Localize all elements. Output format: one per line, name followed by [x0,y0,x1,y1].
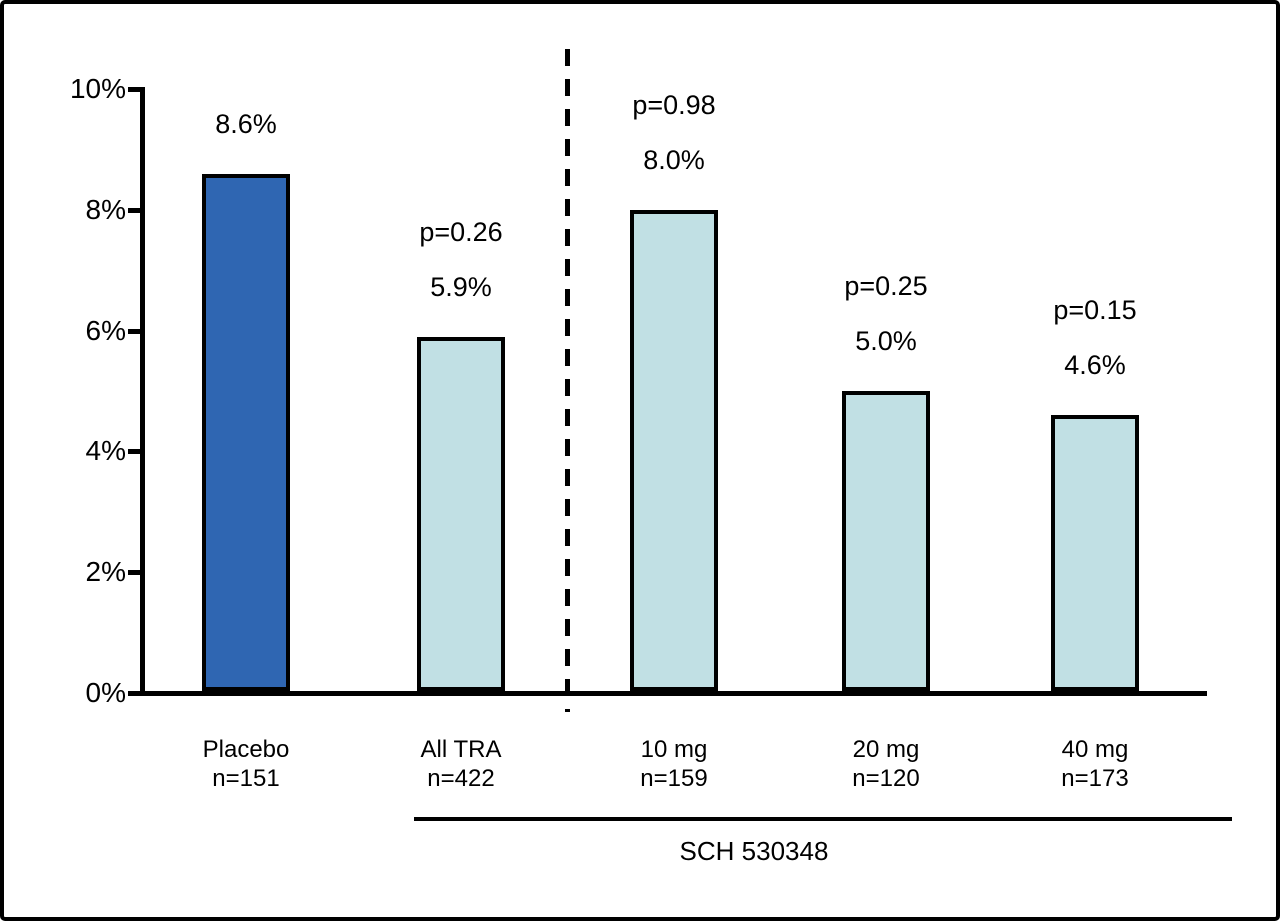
x-category-label: All TRA n=422 [351,735,571,792]
category-name: 40 mg [1061,736,1129,763]
y-tick-label: 6% [85,314,126,346]
y-tick-label: 4% [85,435,126,467]
value-label: 5.0% [855,326,917,356]
value-label: 8.6% [215,108,277,139]
plot-area: SCH 530348 0% 2% 4% 6% 8% 10% 8.6% Placebo n=151… [4,4,1276,917]
y-tick [128,87,141,92]
group-underline [414,817,1232,821]
x-axis-line [128,691,1207,696]
category-name: Placebo [202,736,290,763]
value-label: 4.6% [1064,350,1126,381]
x-category-label: 40 mg n=173 [985,735,1205,792]
sample-size-label: n=422 [427,765,495,792]
p-value-label: p=0.98 [632,89,716,120]
p-value-label: p=0.25 [844,271,928,301]
y-tick-label: 2% [85,556,126,588]
bar-placebo [202,173,290,691]
y-axis-line [140,87,145,695]
x-category-label: 20 mg n=120 [776,735,996,792]
sample-size-label: n=120 [852,765,920,792]
category-name: 20 mg [852,736,920,763]
bar-40-mg [1051,415,1139,691]
sample-size-label: n=159 [640,765,708,792]
y-tick [128,207,141,213]
bar-20-mg [842,391,930,691]
y-tick [128,570,141,576]
value-label: 8.0% [643,144,705,175]
bar-annotation: p=0.25 5.0% [776,259,996,369]
value-label: 5.9% [430,271,492,302]
bar-all-tra [417,336,505,691]
bar-annotation: 8.6% [136,97,356,152]
bar-annotation: p=0.98 8.0% [564,78,784,188]
y-tick [128,328,141,334]
x-category-label: Placebo n=151 [136,735,356,792]
category-name: 10 mg [640,736,708,763]
y-tick-label: 10% [69,73,126,104]
y-tick-label: 8% [85,193,126,225]
bar-annotation: p=0.15 4.6% [985,283,1205,393]
sample-size-label: n=151 [212,765,280,792]
p-value-label: p=0.26 [419,216,503,247]
x-category-label: 10 mg n=159 [564,735,784,792]
y-tick [128,691,141,696]
dashed-separator-line [565,49,570,712]
y-tick-label: 0% [85,677,126,708]
p-value-label: p=0.15 [1053,295,1137,326]
sample-size-label: n=173 [1061,765,1129,792]
category-name: All TRA [420,736,502,763]
bar-annotation: p=0.26 5.9% [351,205,571,315]
bar-10-mg [630,209,718,691]
group-label: SCH 530348 [679,836,829,866]
y-tick [128,449,141,455]
